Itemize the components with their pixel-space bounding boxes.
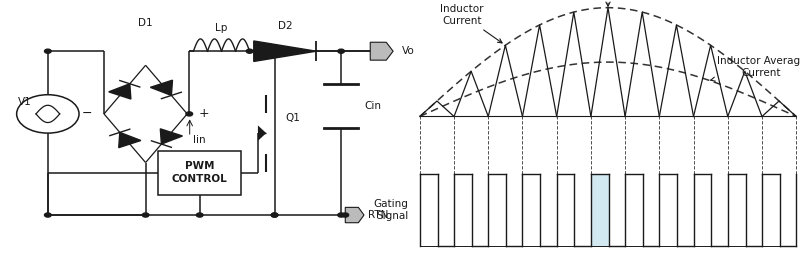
Circle shape [338, 213, 345, 217]
Polygon shape [258, 125, 266, 141]
Circle shape [186, 112, 193, 116]
Text: Inductor
Current: Inductor Current [440, 4, 502, 43]
Polygon shape [591, 174, 609, 246]
Circle shape [271, 213, 278, 217]
Text: PWM: PWM [185, 161, 214, 172]
Text: Iin: Iin [194, 134, 206, 145]
Circle shape [271, 213, 278, 217]
Text: Lp: Lp [215, 23, 228, 33]
Text: Inductor Average
Current: Inductor Average Current [710, 56, 800, 81]
Polygon shape [370, 42, 393, 60]
Text: −: − [82, 108, 93, 120]
Circle shape [45, 49, 51, 53]
Text: D1: D1 [138, 18, 153, 28]
Text: V1: V1 [18, 97, 32, 108]
Polygon shape [160, 129, 182, 144]
Polygon shape [254, 41, 316, 61]
Polygon shape [150, 80, 173, 95]
FancyBboxPatch shape [158, 151, 242, 195]
Text: Gating
Signal: Gating Signal [374, 199, 408, 221]
Circle shape [342, 213, 349, 217]
Polygon shape [346, 207, 364, 223]
Text: Q1: Q1 [285, 113, 300, 123]
Text: Inductor Peak Current: Inductor Peak Current [551, 0, 665, 6]
Circle shape [246, 49, 253, 53]
Polygon shape [118, 132, 141, 148]
Circle shape [45, 213, 51, 217]
Circle shape [271, 49, 278, 53]
Text: D2: D2 [278, 20, 292, 31]
Circle shape [196, 213, 203, 217]
Text: Cin: Cin [364, 101, 381, 111]
Text: +: + [198, 108, 209, 120]
Text: CONTROL: CONTROL [172, 174, 227, 184]
Text: Vo: Vo [402, 46, 414, 56]
Circle shape [142, 213, 149, 217]
Circle shape [338, 49, 345, 53]
Polygon shape [109, 84, 131, 99]
Text: RTN: RTN [368, 210, 389, 220]
